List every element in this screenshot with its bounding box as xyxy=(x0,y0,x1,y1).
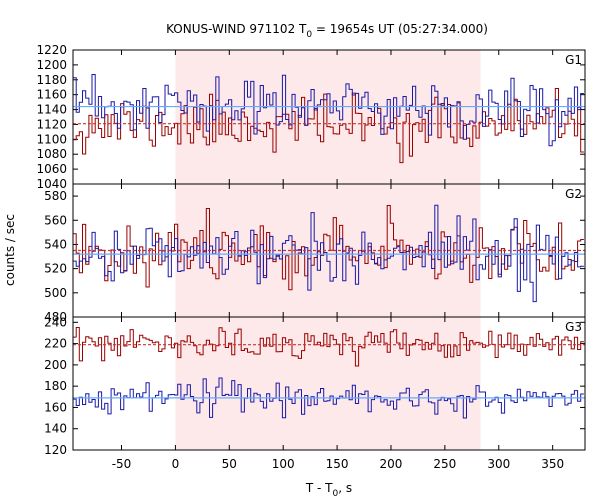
panel-g2: 480 500 520 540 560 580 G2 xyxy=(44,183,586,324)
x-tick-label: 350 xyxy=(541,457,564,471)
y-tick-label: 1220 xyxy=(36,43,67,57)
y-tick-label: 560 xyxy=(44,213,67,227)
y-tick-label: 480 xyxy=(44,310,67,324)
blue-series-line xyxy=(73,74,584,147)
x-tick-label: -50 xyxy=(112,457,132,471)
plot-area: 1040106010801100112011401160118012001220… xyxy=(36,43,586,471)
y-tick-label: 580 xyxy=(44,189,67,203)
x-tick-label: 0 xyxy=(172,457,180,471)
y-tick-label: 1200 xyxy=(36,58,67,72)
y-tick-label: 1040 xyxy=(36,177,67,191)
x-axis-label: T - T0, s xyxy=(305,481,352,499)
y-tick-label: 1120 xyxy=(36,117,67,131)
y-tick-label: 240 xyxy=(44,315,67,329)
panel-g3: 120 140 160 180 200 220 240 G3 xyxy=(44,315,586,457)
blue-series-line xyxy=(73,377,584,419)
panel-frame xyxy=(72,316,586,451)
y-tick-label: 1060 xyxy=(36,162,67,176)
y-tick-label: 1140 xyxy=(36,103,67,117)
red-series-line xyxy=(73,327,584,367)
chart-title-rest: = 19654s UT (05:27:34.000) xyxy=(312,22,488,36)
y-tick-label: 200 xyxy=(44,358,67,372)
x-tick-label: 50 xyxy=(222,457,237,471)
x-axis-label-rest: , s xyxy=(338,481,352,495)
y-tick-label: 1160 xyxy=(36,88,67,102)
y-tick-label: 1180 xyxy=(36,73,67,87)
x-tick-label: 100 xyxy=(272,457,295,471)
y-tick-label: 160 xyxy=(44,400,67,414)
x-axis-label-subscript: 0 xyxy=(333,489,339,499)
panel-label: G3 xyxy=(565,320,582,334)
x-tick-label: 150 xyxy=(326,457,349,471)
chart-title-subscript: 0 xyxy=(306,30,312,40)
x-tick-label: 300 xyxy=(487,457,510,471)
x-tick-label: 250 xyxy=(433,457,456,471)
y-tick-label: 520 xyxy=(44,262,67,276)
y-tick-label: 540 xyxy=(44,237,67,251)
y-tick-label: 180 xyxy=(44,379,67,393)
panel-label: G1 xyxy=(565,53,582,67)
y-tick-label: 1080 xyxy=(36,147,67,161)
y-tick-label: 140 xyxy=(44,422,67,436)
panel-g1: 1040106010801100112011401160118012001220… xyxy=(36,43,586,191)
x-tick-label: 200 xyxy=(380,457,403,471)
y-tick-label: 500 xyxy=(44,286,67,300)
panel-label: G2 xyxy=(565,187,582,201)
chart-title: KONUS-WIND 971102 T0 = 19654s UT (05:27:… xyxy=(166,22,488,40)
y-tick-label: 1100 xyxy=(36,132,67,146)
chart-title-main: KONUS-WIND 971102 T xyxy=(166,22,307,36)
y-tick-label: 220 xyxy=(44,337,67,351)
x-axis-label-main: T - T xyxy=(305,481,333,495)
y-tick-label: 120 xyxy=(44,443,67,457)
blue-series-line xyxy=(73,204,584,303)
y-axis-label: counts / sec xyxy=(3,214,17,286)
